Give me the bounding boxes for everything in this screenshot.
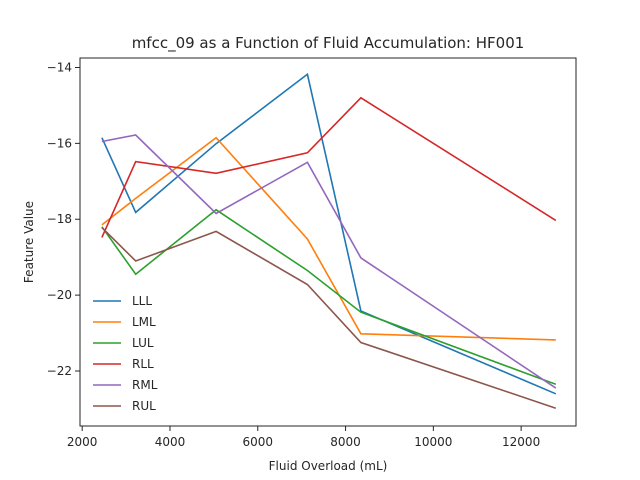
x-tick-label: 8000 (330, 435, 361, 449)
series-lines (101, 72, 557, 409)
legend-label: LML (132, 315, 156, 329)
y-axis-label: Feature Value (22, 201, 36, 283)
x-axis-label: Fluid Overload (mL) (269, 459, 388, 473)
legend-label: LUL (132, 336, 154, 350)
legend: LLL LML LUL RLL RML RUL (93, 294, 158, 413)
y-tick-label: −18 (47, 212, 72, 226)
chart-title: mfcc_09 as a Function of Fluid Accumulat… (132, 34, 525, 53)
x-axis: 2000 4000 6000 8000 10000 12000 (67, 426, 540, 449)
series-line-rml (101, 134, 557, 389)
series-line-lll (101, 72, 557, 395)
legend-label: RUL (132, 399, 156, 413)
y-tick-label: −22 (47, 364, 72, 378)
legend-item-lml: LML (93, 315, 156, 329)
x-tick-label: 4000 (155, 435, 186, 449)
y-axis: −14 −16 −18 −20 −22 (47, 60, 80, 378)
series-line-lul (101, 208, 557, 386)
series-line-rll (101, 96, 557, 238)
plot-area (79, 57, 577, 427)
y-tick-label: −16 (47, 136, 72, 150)
legend-item-rll: RLL (93, 357, 154, 371)
legend-label: LLL (132, 294, 152, 308)
x-tick-label: 2000 (67, 435, 98, 449)
x-tick-label: 10000 (414, 435, 452, 449)
legend-item-rml: RML (93, 378, 158, 392)
legend-label: RLL (132, 357, 154, 371)
legend-label: RML (132, 378, 158, 392)
x-tick-label: 12000 (502, 435, 540, 449)
series-line-rul (101, 227, 557, 409)
y-tick-label: −14 (47, 60, 72, 74)
legend-item-rul: RUL (93, 399, 156, 413)
legend-item-lll: LLL (93, 294, 152, 308)
y-tick-label: −20 (47, 288, 72, 302)
legend-item-lul: LUL (93, 336, 154, 350)
x-tick-label: 6000 (242, 435, 273, 449)
